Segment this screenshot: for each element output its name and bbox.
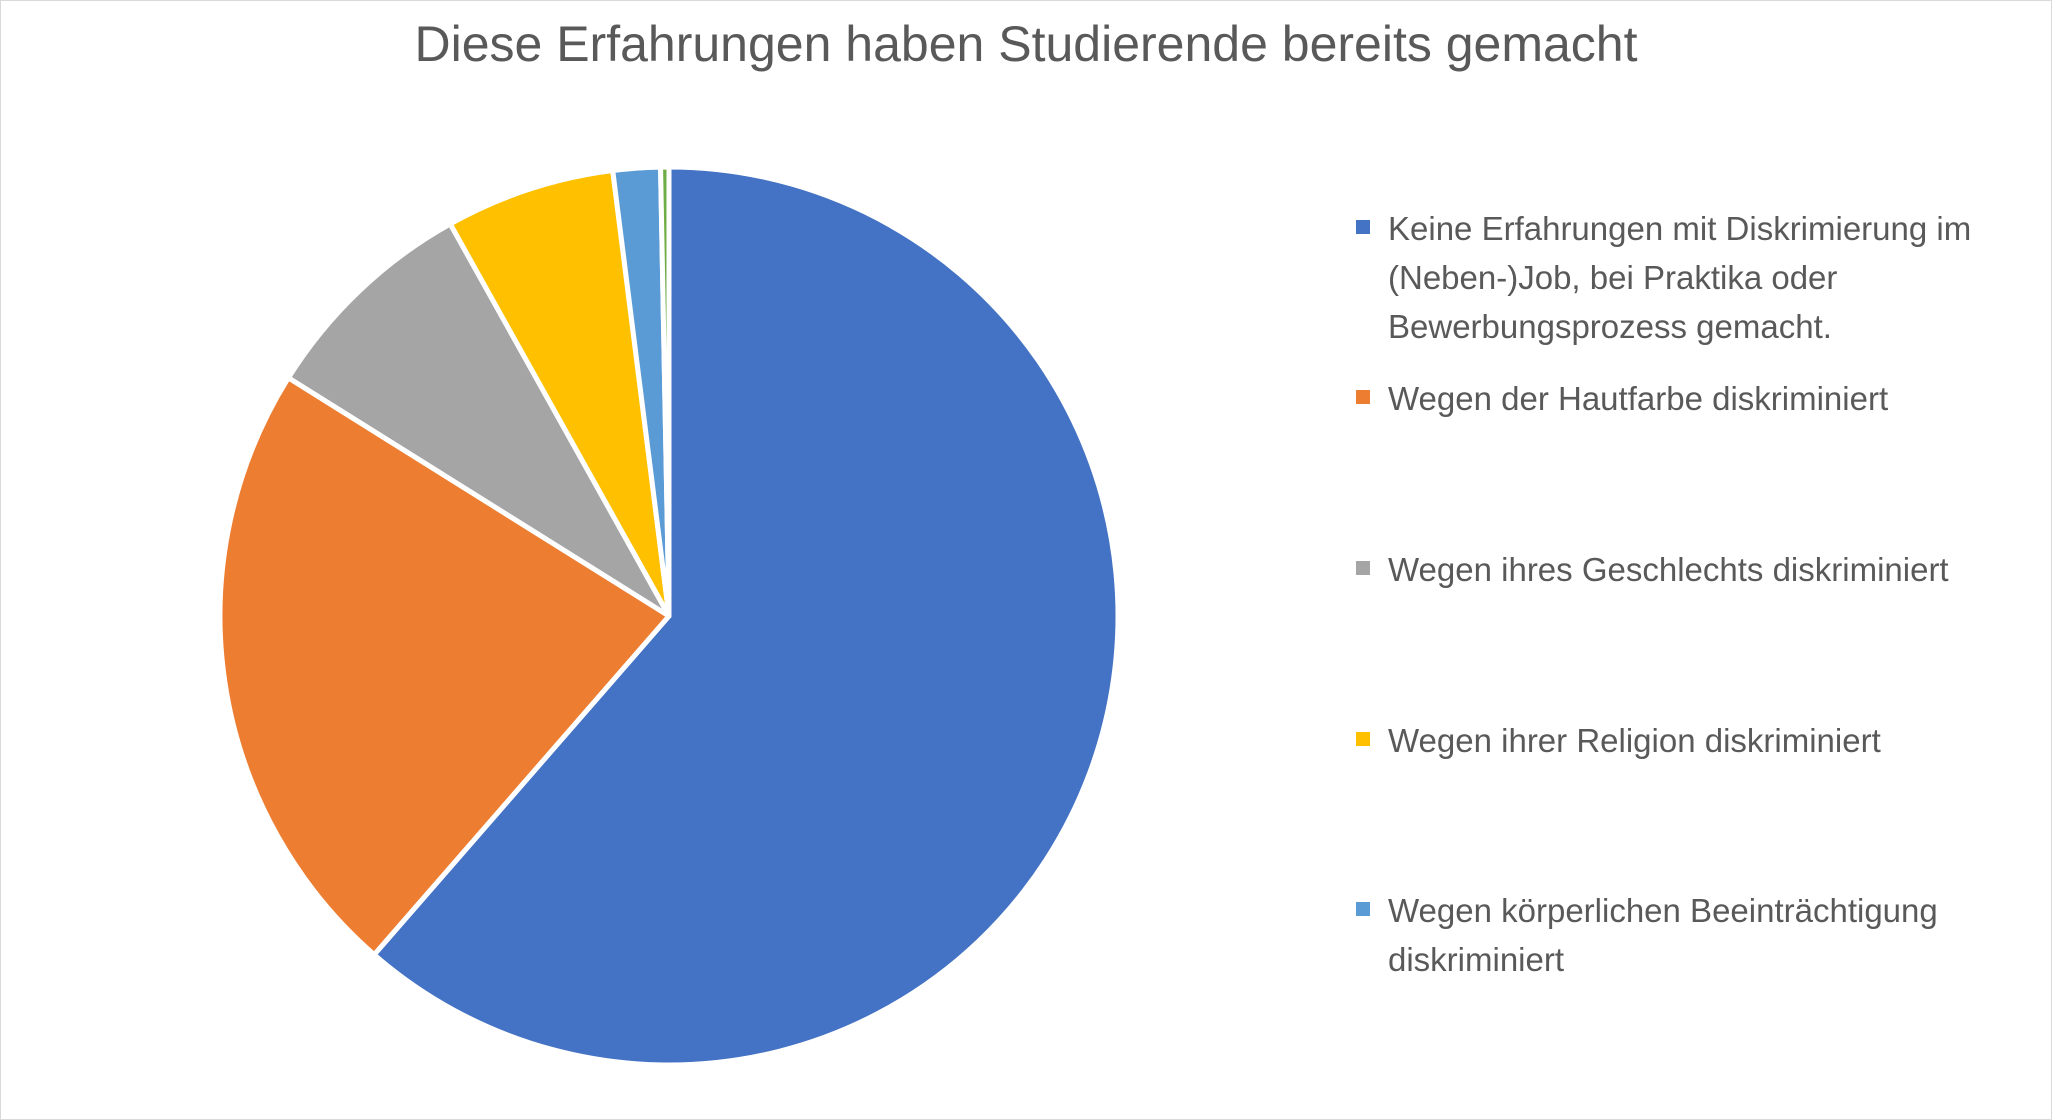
pie-slice-0 — [371, 164, 1121, 1068]
legend-swatch — [1356, 732, 1370, 746]
legend-item: Wegen ihrer Religion diskriminiert — [1356, 716, 2028, 765]
legend-swatch — [1356, 902, 1370, 916]
legend-label: Wegen der Hautfarbe diskriminiert — [1388, 380, 1889, 417]
pie-slice-3 — [447, 168, 672, 619]
legend-swatch — [1356, 390, 1370, 404]
legend-item: Keine Erfahrungen mit Diskrimierung im (… — [1356, 204, 2028, 351]
chart-title: Diese Erfahrungen haben Studierende bere… — [414, 16, 1638, 72]
legend-label: Keine Erfahrungen mit Diskrimierung im (… — [1388, 210, 1972, 345]
legend-item: Wegen ihres Geschlechts diskriminiert — [1356, 545, 2028, 594]
pie-slice-2 — [285, 221, 672, 619]
legend-item: Wegen der Hautfarbe diskriminiert — [1356, 374, 2028, 423]
legend-swatch — [1356, 561, 1370, 575]
legend-label: Wegen körperlichen Beeinträchtigung disk… — [1388, 892, 1938, 978]
pie-slice-5 — [658, 164, 672, 619]
pie-slice-1 — [217, 375, 672, 958]
legend-swatch — [1356, 220, 1370, 234]
legend-item: Wegen körperlichen Beeinträchtigung disk… — [1356, 886, 2028, 984]
legend-label: Wegen ihres Geschlechts diskriminiert — [1388, 551, 1949, 588]
legend-label: Wegen ihrer Religion diskriminiert — [1388, 722, 1881, 759]
